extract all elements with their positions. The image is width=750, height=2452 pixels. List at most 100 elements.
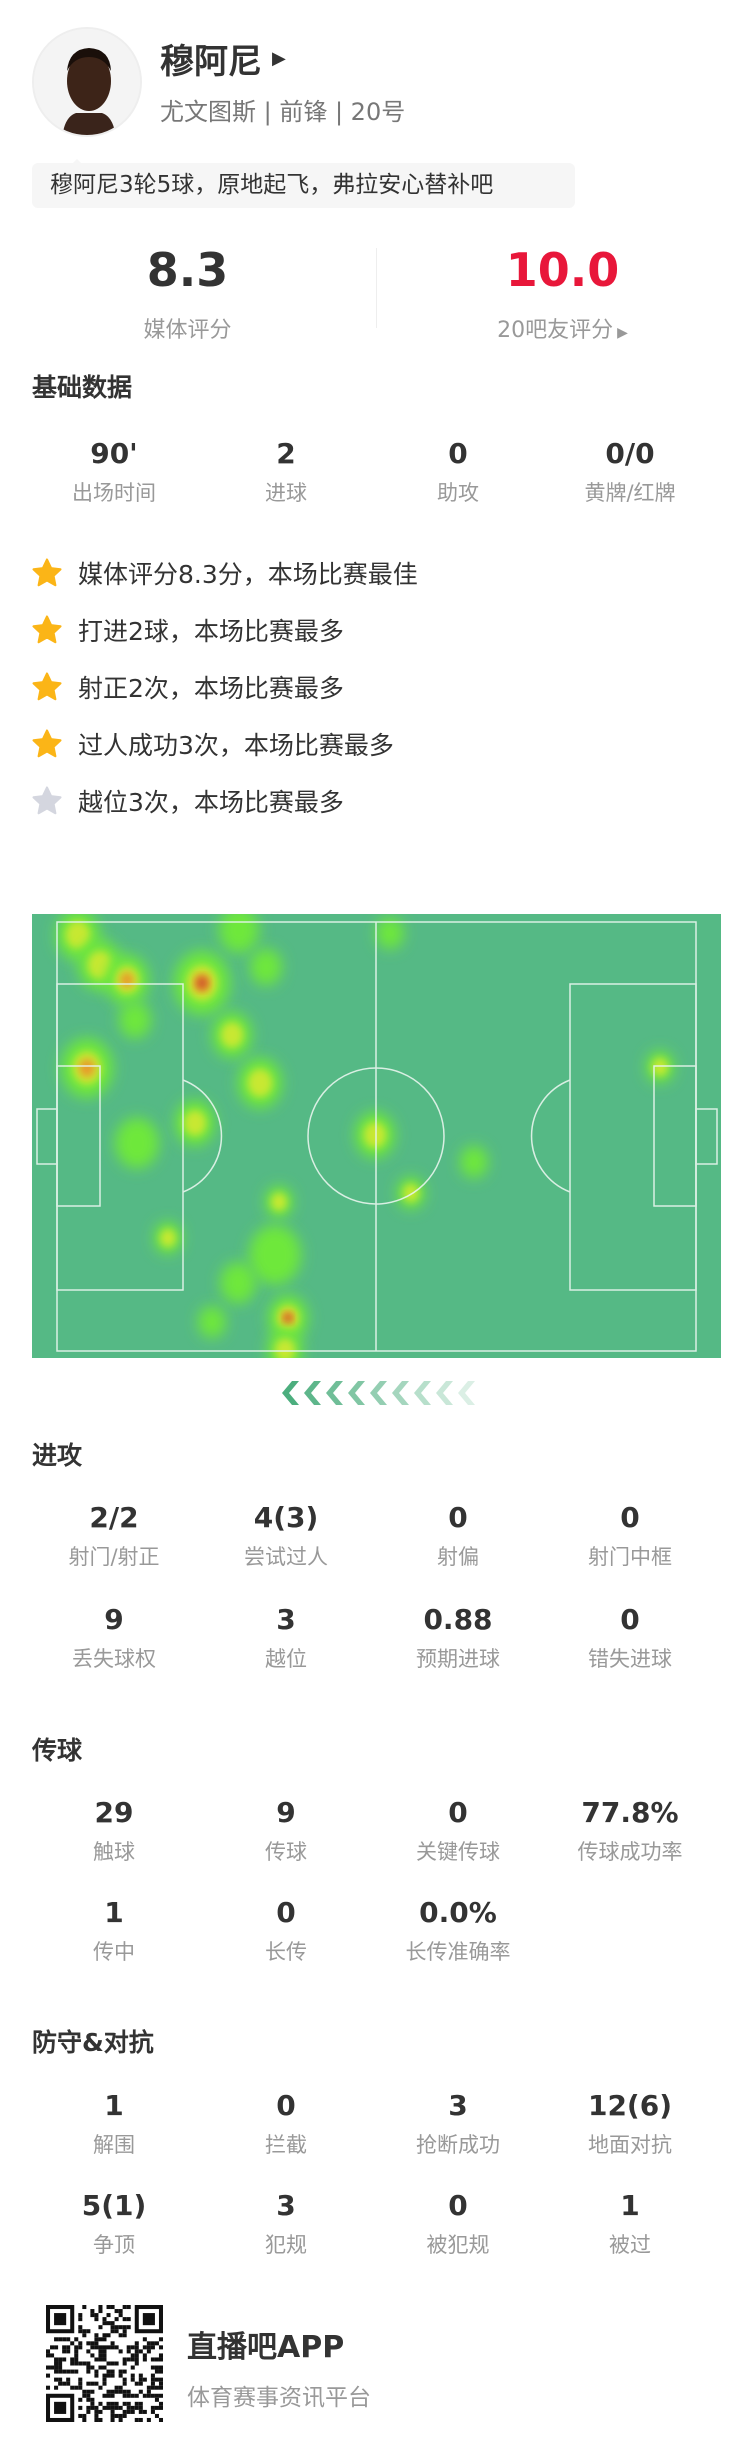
star-icon — [32, 615, 62, 644]
attack-direction-arrows — [282, 1381, 475, 1405]
chevron-left-icon — [304, 1381, 321, 1405]
chevron-left-icon — [436, 1381, 453, 1405]
player-quote: 穆阿尼3轮5球，原地起飞，弗拉安心替补吧 — [32, 159, 575, 208]
chevron-left-icon — [326, 1381, 343, 1405]
highlight-text: 越位3次，本场比赛最多 — [78, 788, 344, 817]
heatmap — [32, 914, 721, 1405]
heat-spot — [65, 921, 91, 949]
rating-divider — [376, 248, 377, 328]
stat-item: 9 丢失球权 — [28, 1602, 200, 1673]
qr-code — [46, 2305, 163, 2422]
pitch-lines — [36, 921, 718, 1352]
player-name: 穆阿尼 — [160, 42, 262, 82]
stat-label: 争顶 — [93, 2233, 135, 2257]
highlight-text: 媒体评分8.3分，本场比赛最佳 — [78, 560, 418, 589]
stat-value: 1 — [104, 1896, 124, 1929]
player-photo — [34, 29, 140, 135]
stat-item: 5(1) 争顶 — [28, 2188, 200, 2259]
stat-item: 0 拦截 — [200, 2088, 372, 2159]
fan-rating[interactable]: 10.0 20吧友评分 ▶ — [375, 242, 750, 344]
player-avatar[interactable] — [32, 27, 142, 137]
heat-spot — [652, 1058, 668, 1076]
stat-item: 0 射偏 — [372, 1500, 544, 1571]
stat-label: 黄牌/红牌 — [584, 481, 676, 505]
caret-right-icon: ▶ — [272, 48, 286, 69]
stat-label: 传球成功率 — [577, 1840, 683, 1864]
stat-item: 0 被犯规 — [372, 2188, 544, 2259]
stat-label: 被过 — [609, 2233, 651, 2257]
heat-spot — [219, 914, 259, 953]
stat-label: 尝试过人 — [244, 1545, 328, 1569]
fan-rating-label: 20吧友评分 — [497, 318, 614, 343]
stat-item: 3 犯规 — [200, 2188, 372, 2259]
heat-spot — [221, 1022, 243, 1048]
highlight-item: 射正2次，本场比赛最多 — [30, 667, 344, 707]
stat-item: 0 助攻 — [372, 436, 544, 507]
heat-spot — [120, 972, 134, 988]
stat-label: 传球 — [265, 1840, 307, 1864]
stat-item: 4(3) 尝试过人 — [200, 1500, 372, 1571]
stat-item: 3 越位 — [200, 1602, 372, 1673]
media-rating-label: 媒体评分 — [143, 318, 232, 343]
stat-item: 90' 出场时间 — [28, 436, 200, 507]
stat-label: 出场时间 — [72, 481, 156, 505]
stat-value: 0 — [448, 1501, 468, 1534]
stat-value: 0 — [620, 1501, 640, 1534]
stat-item: 0.0% 长传准确率 — [372, 1895, 544, 1966]
stat-label: 长传准确率 — [405, 1940, 511, 1964]
stat-item: 9 传球 — [200, 1795, 372, 1866]
player-name-link[interactable]: 穆阿尼 ▶ — [160, 34, 286, 83]
chevron-left-icon — [282, 1381, 299, 1405]
stat-label: 关键传球 — [416, 1840, 500, 1864]
stat-value: 4(3) — [253, 1501, 319, 1534]
heat-spot — [115, 1117, 159, 1169]
stat-label: 丢失球权 — [72, 1647, 156, 1671]
stat-item: 3 抢断成功 — [372, 2088, 544, 2159]
stat-value: 3 — [276, 1603, 296, 1636]
stat-value: 9 — [276, 1796, 296, 1829]
heat-spot — [364, 1122, 386, 1148]
stat-label: 传中 — [93, 1940, 135, 1964]
section-title-attack: 进攻 — [32, 1441, 83, 1470]
stat-value: 0 — [448, 437, 468, 470]
stat-value: 2/2 — [89, 1501, 139, 1534]
stat-value: 0 — [448, 1796, 468, 1829]
highlight-text: 射正2次，本场比赛最多 — [78, 674, 344, 703]
heat-spot — [79, 1059, 95, 1077]
stat-label: 犯规 — [265, 2233, 307, 2257]
heat-spot — [275, 1338, 295, 1358]
stat-item: 1 被过 — [544, 2188, 716, 2259]
stat-value: 77.8% — [581, 1796, 679, 1829]
stat-label: 预期进球 — [416, 1647, 500, 1671]
heat-spot — [403, 1184, 419, 1202]
heat-spot — [250, 948, 282, 986]
heat-spot — [271, 1193, 287, 1211]
stat-item: 0 关键传球 — [372, 1795, 544, 1866]
highlight-text: 打进2球，本场比赛最多 — [78, 617, 344, 646]
section-title-defense: 防守&对抗 — [32, 2028, 154, 2057]
heat-spot — [198, 1305, 226, 1339]
stat-value: 2 — [276, 437, 296, 470]
heat-spot — [119, 1001, 151, 1039]
heat-spot — [184, 1110, 206, 1136]
stat-label: 拦截 — [265, 2133, 307, 2157]
stat-label: 射偏 — [437, 1545, 479, 1569]
highlight-item: 过人成功3次，本场比赛最多 — [30, 724, 394, 764]
media-rating-value: 8.3 — [146, 243, 229, 297]
heat-spot — [247, 1069, 273, 1097]
stat-value: 0.0% — [419, 1896, 497, 1929]
stat-label: 射门/射正 — [68, 1545, 160, 1569]
heat-spot — [160, 1229, 176, 1247]
stat-value: 0 — [448, 2189, 468, 2222]
section-title-basic: 基础数据 — [32, 373, 133, 402]
star-icon — [32, 729, 62, 758]
stat-label: 触球 — [93, 1840, 135, 1864]
stat-item: 0 长传 — [200, 1895, 372, 1966]
highlight-text: 过人成功3次，本场比赛最多 — [78, 731, 394, 760]
chevron-left-icon — [348, 1381, 365, 1405]
stat-value: 0 — [276, 1896, 296, 1929]
stat-item: 77.8% 传球成功率 — [544, 1795, 716, 1866]
stat-item: 2/2 射门/射正 — [28, 1500, 200, 1571]
star-icon — [32, 786, 62, 815]
heat-spot — [249, 1225, 301, 1285]
